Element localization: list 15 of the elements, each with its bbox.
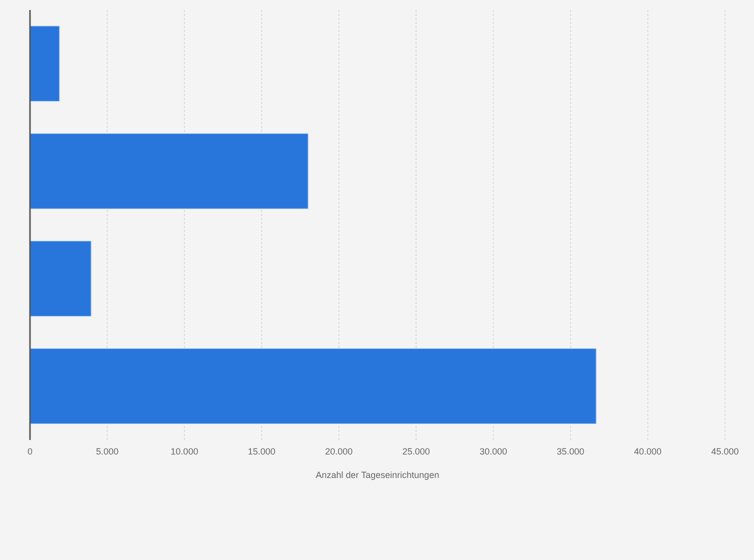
bar — [30, 26, 60, 102]
x-tick-label: 10.000 — [170, 446, 198, 456]
x-tick-label: 25.000 — [402, 446, 430, 456]
bar — [30, 348, 596, 424]
x-tick-label: 20.000 — [325, 446, 353, 456]
bar — [30, 240, 92, 316]
x-tick-label: 35.000 — [556, 446, 584, 456]
bar — [30, 133, 308, 209]
x-tick-label: 45.000 — [711, 446, 739, 456]
x-tick-label: 40.000 — [634, 446, 662, 456]
x-tick-label: 15.000 — [248, 446, 276, 456]
x-tick-label: 5.000 — [96, 446, 118, 456]
x-tick-label: 30.000 — [480, 446, 508, 456]
x-tick-label: 0 — [27, 446, 33, 456]
x-axis-title: Anzahl der Tageseinrichtungen — [316, 470, 440, 480]
